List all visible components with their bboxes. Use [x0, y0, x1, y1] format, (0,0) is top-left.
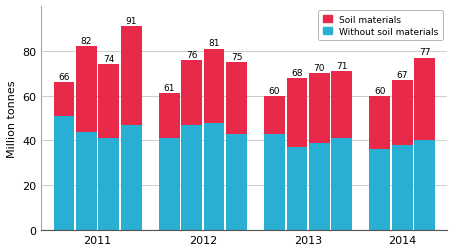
Bar	[414, 141, 435, 230]
Bar	[76, 47, 97, 132]
Text: 61: 61	[163, 84, 175, 93]
Bar	[414, 58, 435, 141]
Bar	[204, 123, 224, 230]
Text: 75: 75	[231, 53, 242, 62]
Bar	[76, 132, 97, 230]
Bar	[99, 65, 119, 139]
Text: 82: 82	[81, 37, 92, 46]
Bar	[181, 60, 202, 125]
Legend: Soil materials, Without soil materials: Soil materials, Without soil materials	[318, 11, 443, 41]
Text: 68: 68	[291, 68, 303, 77]
Bar	[159, 94, 179, 139]
Text: 74: 74	[103, 55, 114, 64]
Bar	[264, 134, 285, 230]
Text: 70: 70	[314, 64, 325, 73]
Bar	[264, 96, 285, 134]
Text: 71: 71	[336, 61, 347, 71]
Text: 60: 60	[269, 86, 280, 95]
Text: 77: 77	[419, 48, 430, 57]
Bar	[159, 139, 179, 230]
Bar	[286, 148, 307, 230]
Bar	[286, 78, 307, 148]
Bar	[331, 139, 352, 230]
Bar	[204, 49, 224, 123]
Text: 60: 60	[374, 86, 385, 95]
Bar	[121, 27, 142, 125]
Bar	[121, 125, 142, 230]
Bar	[54, 116, 74, 230]
Text: 91: 91	[125, 17, 137, 26]
Bar	[370, 96, 390, 150]
Bar	[54, 83, 74, 116]
Bar	[99, 139, 119, 230]
Bar	[392, 145, 413, 230]
Text: 67: 67	[396, 71, 408, 80]
Bar	[392, 81, 413, 145]
Text: 81: 81	[208, 39, 220, 48]
Bar	[226, 63, 247, 134]
Bar	[370, 150, 390, 230]
Bar	[309, 74, 330, 143]
Y-axis label: Million tonnes: Million tonnes	[7, 80, 17, 157]
Bar	[309, 143, 330, 230]
Bar	[226, 134, 247, 230]
Text: 76: 76	[186, 50, 197, 59]
Bar	[181, 125, 202, 230]
Text: 66: 66	[58, 73, 69, 82]
Bar	[331, 72, 352, 139]
